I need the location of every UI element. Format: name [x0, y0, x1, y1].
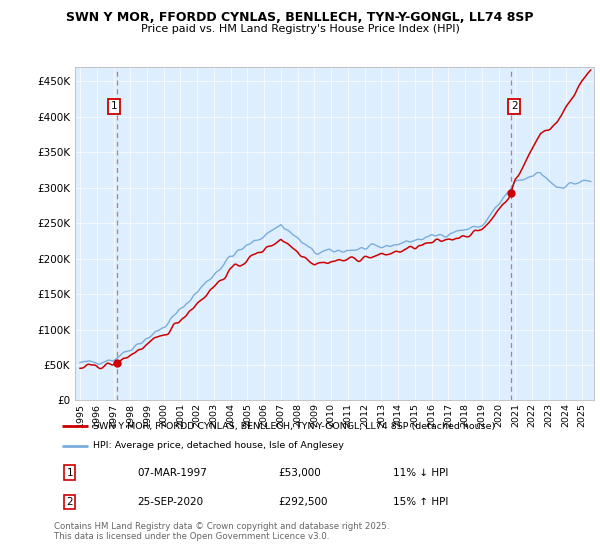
Text: Price paid vs. HM Land Registry's House Price Index (HPI): Price paid vs. HM Land Registry's House … [140, 24, 460, 34]
Text: 2: 2 [511, 101, 517, 111]
Text: £53,000: £53,000 [278, 468, 321, 478]
Text: 11% ↓ HPI: 11% ↓ HPI [394, 468, 449, 478]
Text: 15% ↑ HPI: 15% ↑ HPI [394, 497, 449, 507]
Text: SWN Y MOR, FFORDD CYNLAS, BENLLECH, TYN-Y-GONGL, LL74 8SP: SWN Y MOR, FFORDD CYNLAS, BENLLECH, TYN-… [66, 11, 534, 24]
Text: 07-MAR-1997: 07-MAR-1997 [137, 468, 208, 478]
Text: 1: 1 [110, 101, 118, 111]
Text: £292,500: £292,500 [278, 497, 328, 507]
Text: SWN Y MOR, FFORDD CYNLAS, BENLLECH, TYN-Y-GONGL, LL74 8SP (detached house): SWN Y MOR, FFORDD CYNLAS, BENLLECH, TYN-… [93, 422, 496, 431]
Text: 2: 2 [67, 497, 73, 507]
Text: Contains HM Land Registry data © Crown copyright and database right 2025.
This d: Contains HM Land Registry data © Crown c… [54, 522, 389, 542]
Text: 25-SEP-2020: 25-SEP-2020 [137, 497, 203, 507]
Text: HPI: Average price, detached house, Isle of Anglesey: HPI: Average price, detached house, Isle… [93, 441, 344, 450]
Text: 1: 1 [67, 468, 73, 478]
